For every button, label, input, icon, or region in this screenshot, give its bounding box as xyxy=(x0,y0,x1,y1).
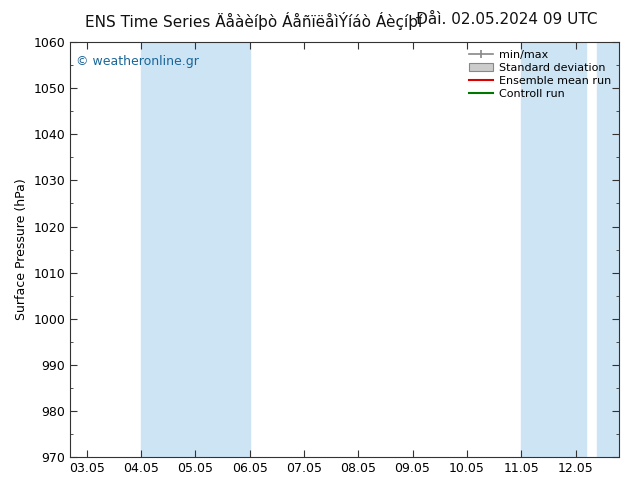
Bar xyxy=(521,42,586,457)
Bar xyxy=(597,42,619,457)
Text: Ðåì. 02.05.2024 09 UTC: Ðåì. 02.05.2024 09 UTC xyxy=(417,12,598,27)
Text: © weatheronline.gr: © weatheronline.gr xyxy=(76,54,198,68)
Legend: min/max, Standard deviation, Ensemble mean run, Controll run: min/max, Standard deviation, Ensemble me… xyxy=(467,48,614,101)
Bar xyxy=(141,42,250,457)
Y-axis label: Surface Pressure (hPa): Surface Pressure (hPa) xyxy=(15,179,28,320)
Text: ENS Time Series Äåàèíþò ÁåñïëåìÝíáò Áèçíþí: ENS Time Series Äåàèíþò ÁåñïëåìÝíáò Áèçí… xyxy=(85,12,422,30)
